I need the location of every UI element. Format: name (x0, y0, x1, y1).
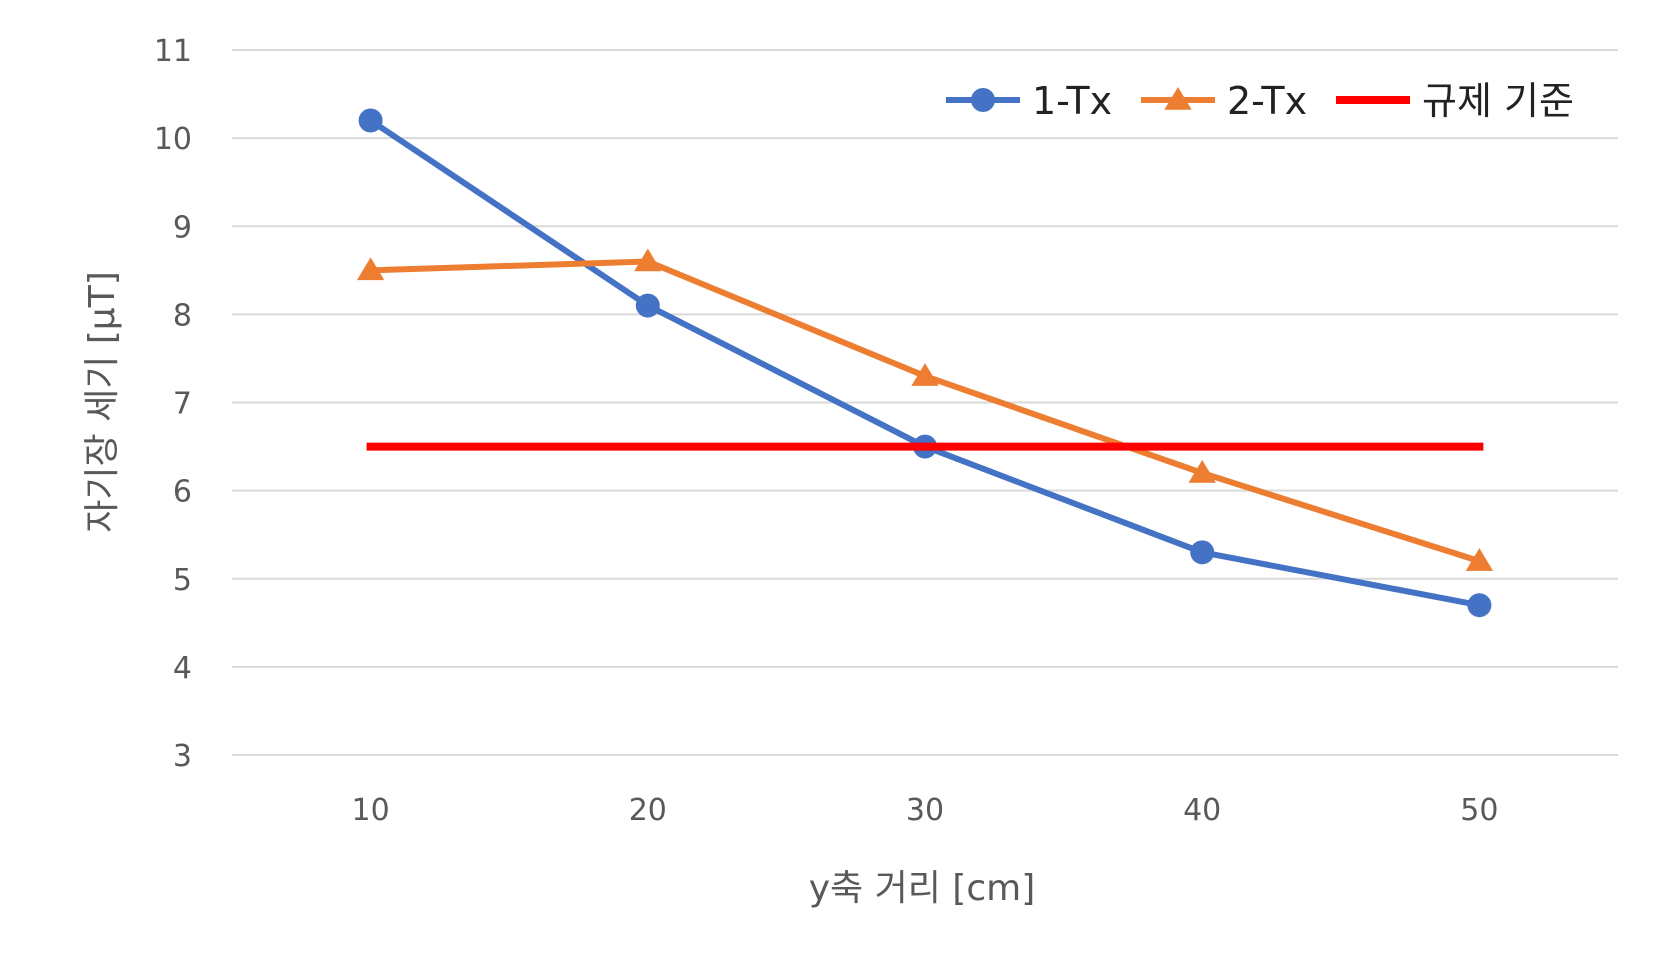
legend-label: 규제 기준 (1422, 79, 1574, 123)
y-axis-ticks: 3 4 5 6 7 8 9 10 11 (154, 34, 192, 774)
y-tick-label: 5 (173, 563, 192, 598)
data-point (1467, 593, 1492, 618)
y-tick-label: 11 (154, 34, 192, 69)
x-tick-label: 40 (1183, 793, 1221, 828)
legend-label: 2-Tx (1227, 79, 1307, 123)
legend-marker (971, 88, 995, 112)
x-tick-label: 10 (352, 793, 390, 828)
series-1-Tx (358, 108, 1492, 618)
data-point (635, 293, 660, 318)
data-point (1188, 460, 1216, 483)
x-tick-label: 30 (906, 793, 944, 828)
legend: 1-Tx 2-Tx 규제 기준 (946, 79, 1574, 123)
x-tick-label: 20 (629, 793, 667, 828)
y-tick-label: 7 (173, 387, 192, 422)
y-tick-label: 4 (173, 651, 192, 686)
series-2-Tx (356, 248, 1494, 571)
y-tick-label: 8 (173, 298, 192, 333)
legend-marker (1164, 87, 1192, 110)
data-point (358, 108, 383, 133)
legend-item-2-Tx: 2-Tx (1141, 79, 1307, 123)
y-tick-label: 3 (173, 739, 192, 774)
series-line (368, 118, 1480, 609)
data-point (1190, 540, 1215, 565)
gridlines (232, 49, 1618, 756)
data-point (911, 363, 939, 386)
series-group (356, 108, 1494, 618)
y-tick-label: 10 (154, 122, 192, 157)
data-point (356, 257, 385, 281)
legend-item-1-Tx: 1-Tx (946, 79, 1112, 123)
legend-item-규제 기준: 규제 기준 (1336, 79, 1574, 123)
data-point (634, 248, 662, 272)
series-line (370, 258, 1481, 564)
x-axis-ticks: 10 20 30 40 50 (352, 793, 1499, 828)
y-axis-title: 자기장 세기 [μT] (82, 271, 123, 532)
legend-label: 1-Tx (1032, 79, 1112, 123)
x-axis-title: y축 거리 [cm] (809, 868, 1036, 909)
data-point (1465, 548, 1494, 571)
x-tick-label: 50 (1460, 793, 1498, 828)
y-tick-label: 6 (173, 475, 192, 510)
y-tick-label: 9 (173, 210, 192, 245)
